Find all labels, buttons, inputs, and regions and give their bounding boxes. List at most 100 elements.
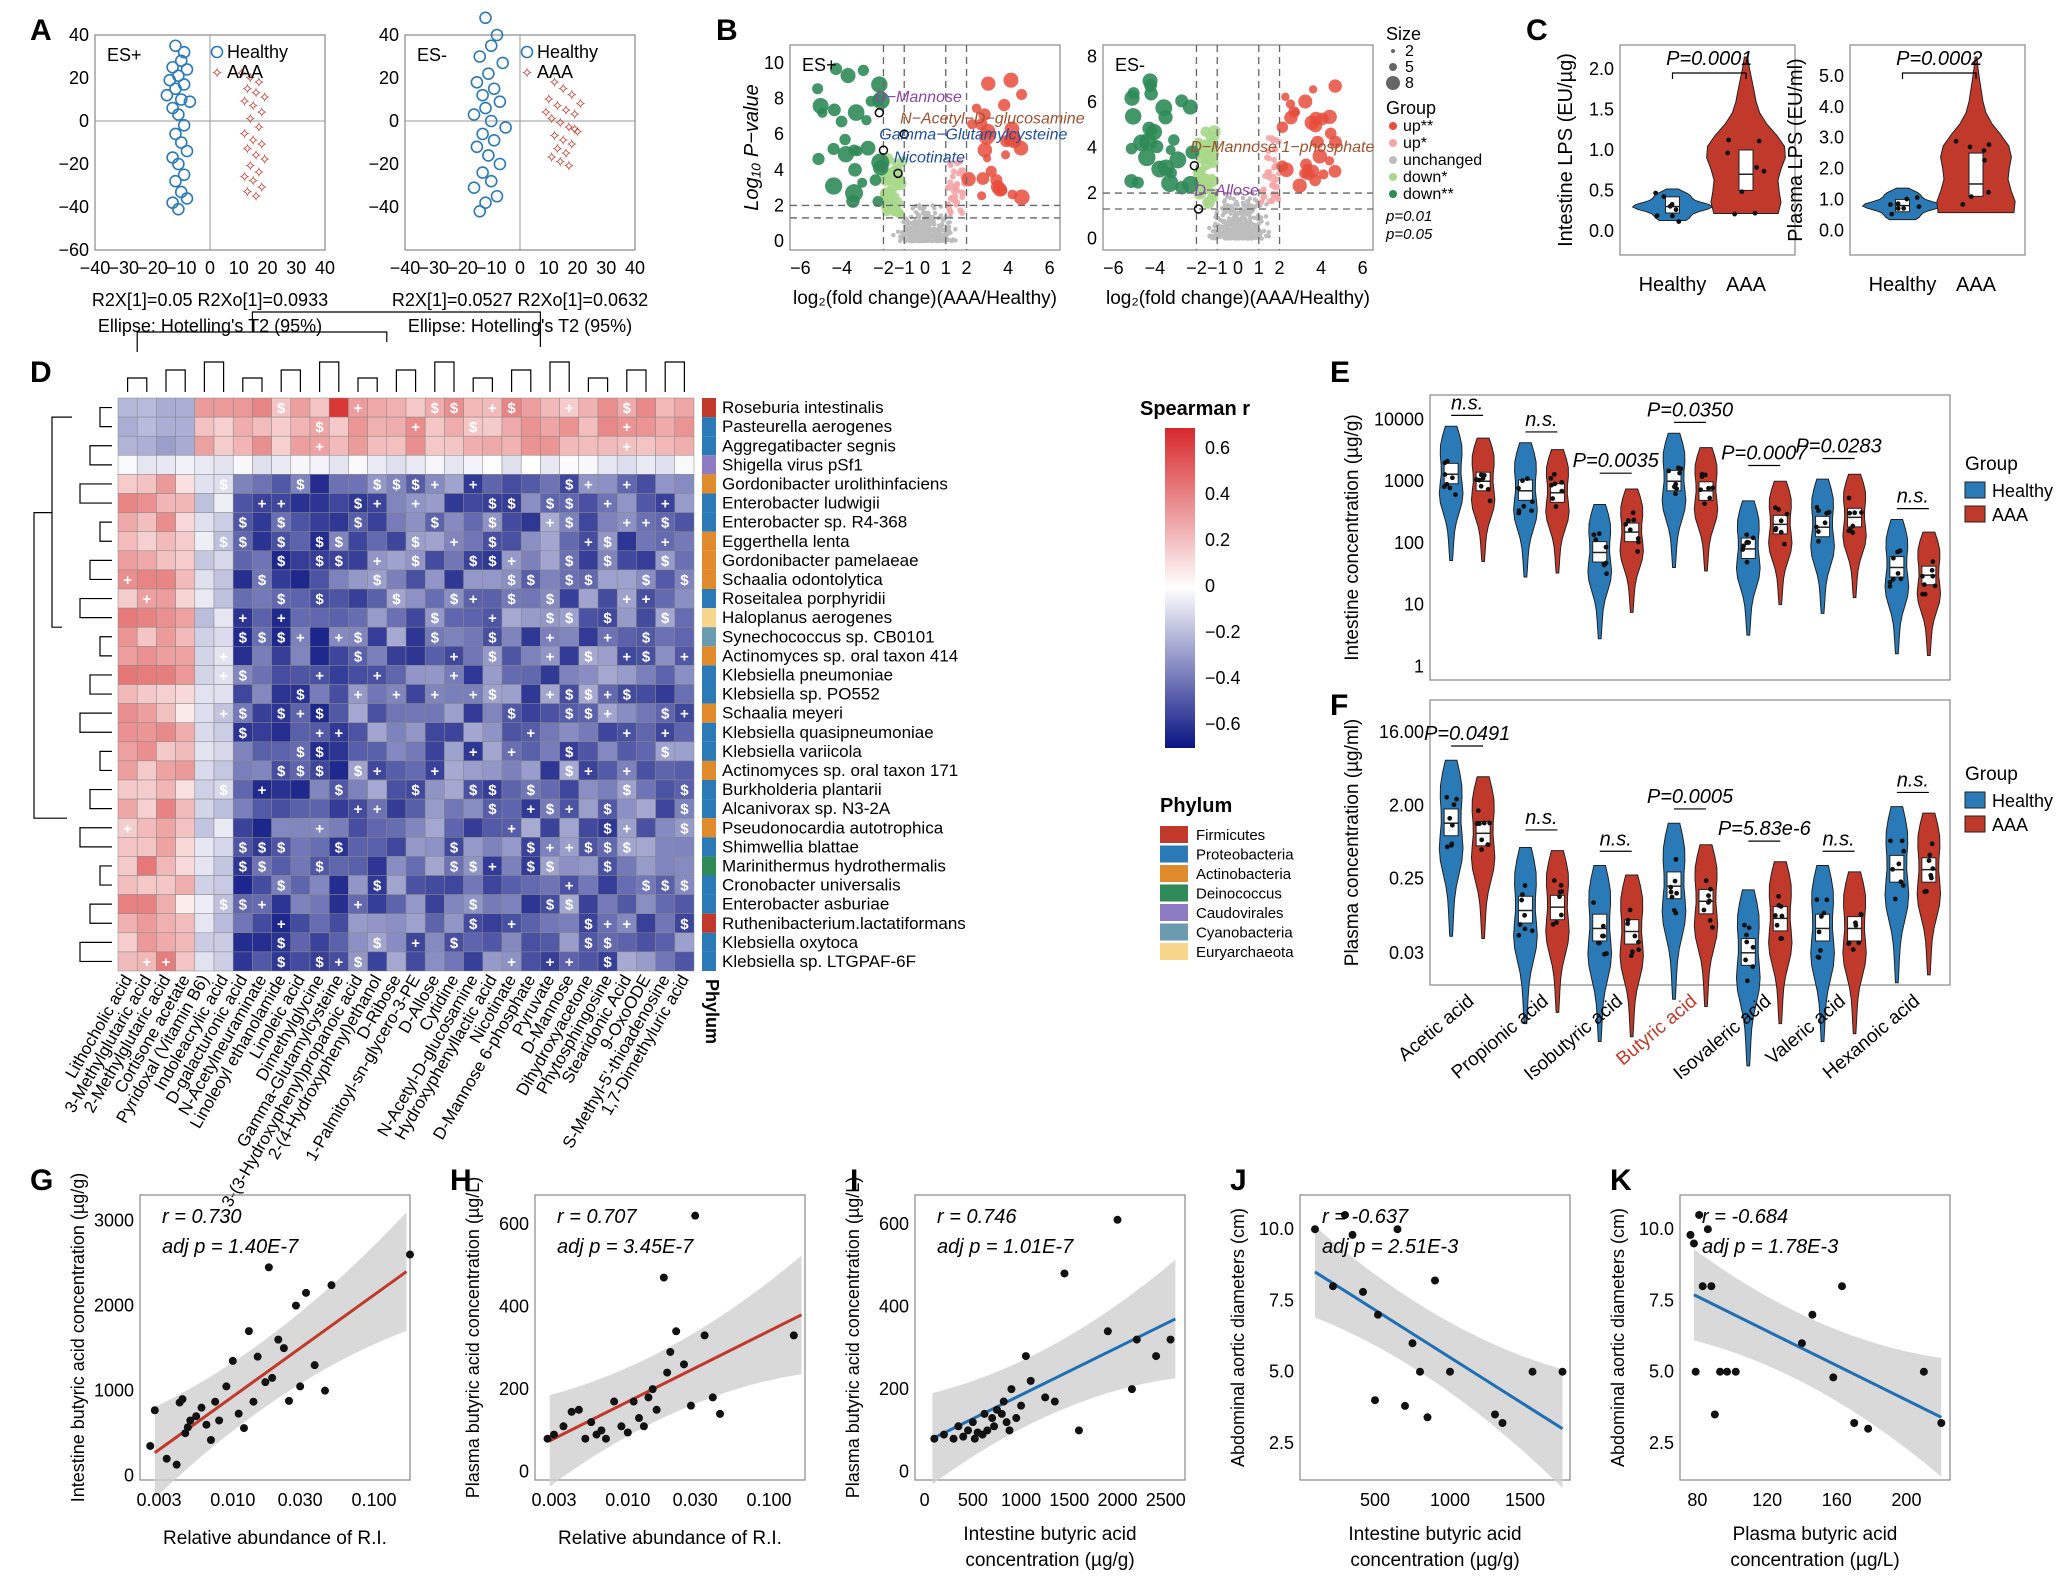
- healthy-point: [479, 11, 492, 25]
- plot-frame: [914, 1194, 1186, 1481]
- legend-aaa-label: AAA: [227, 62, 263, 82]
- heatmap-cell: [156, 722, 176, 743]
- data-point: [1374, 1310, 1382, 1319]
- heatmap-cell: [520, 626, 541, 647]
- data-point: [1960, 202, 1966, 207]
- data-point: [1449, 841, 1455, 847]
- heatmap-cell: [194, 607, 215, 628]
- unchanged-point: [917, 214, 922, 219]
- data-point: [1926, 858, 1932, 863]
- data-point: [228, 1356, 237, 1365]
- heatmap-cell: [578, 951, 599, 972]
- heatmap-cell: [348, 817, 368, 838]
- heatmap-cell: [309, 932, 330, 953]
- heatmap-cell: [444, 607, 464, 628]
- data-point: [1449, 475, 1455, 481]
- heatmap-cell: [424, 455, 445, 475]
- significance-mark: $: [507, 591, 516, 608]
- significance-mark: $: [623, 839, 632, 856]
- panel-a-es-plus: −40−30−20−10 0 10 20 30 40−60−40−2002040ES+✧✧…: [58, 25, 335, 336]
- heatmap-cell: [444, 875, 464, 895]
- unchanged-point: [922, 205, 927, 210]
- data-point: [1623, 521, 1629, 527]
- data-point: [1603, 544, 1609, 550]
- violin-body: [1768, 861, 1793, 1025]
- unchanged-point: [1252, 215, 1257, 221]
- p-value-label: n.s.: [1897, 769, 1929, 791]
- aaa-point: ✧: [253, 119, 266, 136]
- unchanged-point: [1263, 233, 1269, 239]
- data-point: [1673, 910, 1679, 916]
- heatmap-cell: [194, 894, 215, 914]
- data-point: [1772, 913, 1778, 918]
- significance-mark: +: [603, 916, 612, 933]
- aaa-point: ✧: [238, 126, 251, 143]
- heatmap-cell: [175, 703, 196, 723]
- y-axis-label: Plasma butyric acid concentration (µg/L): [843, 1177, 863, 1499]
- correlation-r: r = 0.730: [162, 1206, 242, 1228]
- row-label: Actinomyces sp. oral taxon 171: [722, 761, 958, 780]
- significance-mark: $: [239, 515, 248, 532]
- data-point: [1559, 889, 1565, 894]
- row-dendrogram: [33, 406, 112, 963]
- data-point: [1890, 555, 1896, 561]
- unchanged-point: [915, 237, 920, 243]
- up-double-star-point: [967, 119, 978, 130]
- unchanged-point: [1240, 232, 1245, 238]
- phylum-color-cell: [702, 894, 716, 914]
- data-point: [1548, 475, 1554, 481]
- y-tick-label: 0.03: [1389, 943, 1424, 963]
- heatmap-cell: [405, 856, 426, 876]
- data-point: [1986, 142, 1992, 148]
- y-axis-label: Plasma butyric acid concentration (µg/L): [463, 1177, 483, 1499]
- significance-mark: $: [584, 839, 593, 856]
- phylum-legend-label: Deinococcus: [1196, 886, 1282, 903]
- heatmap-cell: [578, 397, 599, 418]
- heatmap-cell: [348, 455, 368, 475]
- heatmap-cell: [501, 646, 522, 666]
- panel-label-h: H: [450, 1164, 472, 1197]
- aaa-point: ✧: [568, 107, 581, 124]
- data-point: [1431, 1276, 1439, 1285]
- heatmap-cell: [578, 588, 599, 609]
- phylum-legend-label: Caudovirales: [1196, 905, 1284, 922]
- y-tick-label: −40: [58, 197, 89, 217]
- data-point: [1710, 1410, 1719, 1419]
- unchanged-point: [1240, 195, 1246, 201]
- heatmap-cell: [136, 856, 157, 876]
- healthy-point: [479, 196, 492, 209]
- panel-label-f: F: [1330, 689, 1348, 722]
- down-double-star-point: [1158, 110, 1173, 125]
- heatmap-cell: [386, 493, 407, 513]
- heatmap-cell: [520, 435, 541, 456]
- significance-mark: +: [450, 668, 459, 685]
- significance-mark: +: [373, 553, 382, 570]
- p-value-label: P=0.0035: [1573, 450, 1660, 472]
- heatmap-cell: [136, 531, 157, 552]
- unchanged-point: [1243, 218, 1249, 223]
- heatmap-cell: [328, 416, 349, 437]
- heatmap-cell: [636, 703, 656, 723]
- aaa-point: ✧: [235, 66, 248, 83]
- heatmap-cell: [194, 435, 215, 456]
- heatmap-cell: [540, 397, 560, 418]
- data-point: [1691, 1367, 1700, 1376]
- violin-body: [1513, 442, 1538, 578]
- caption-ellipse: Ellipse: Hotelling's T2 (95%): [98, 316, 322, 336]
- significance-mark: +: [315, 725, 324, 742]
- heatmap-cell: [252, 531, 272, 552]
- heatmap-cell: [117, 837, 138, 857]
- p-value-label: n.s.: [1525, 807, 1557, 829]
- unchanged-point: [910, 221, 915, 226]
- healthy-point: [490, 189, 504, 203]
- heatmap-cell: [463, 607, 484, 628]
- heatmap-cell: [386, 856, 407, 876]
- panel-a-es-minus: −40−30−20−10 0 10 20 30 40−40−2002040ES-✧✧✧✧✧…: [368, 11, 648, 336]
- panel-label-c: C: [1526, 14, 1548, 47]
- aaa-point: ✧: [258, 89, 271, 106]
- data-point: [1710, 925, 1715, 930]
- y-tick-label: 2: [774, 195, 784, 215]
- data-point: [1487, 498, 1493, 504]
- data-point: [1743, 957, 1748, 963]
